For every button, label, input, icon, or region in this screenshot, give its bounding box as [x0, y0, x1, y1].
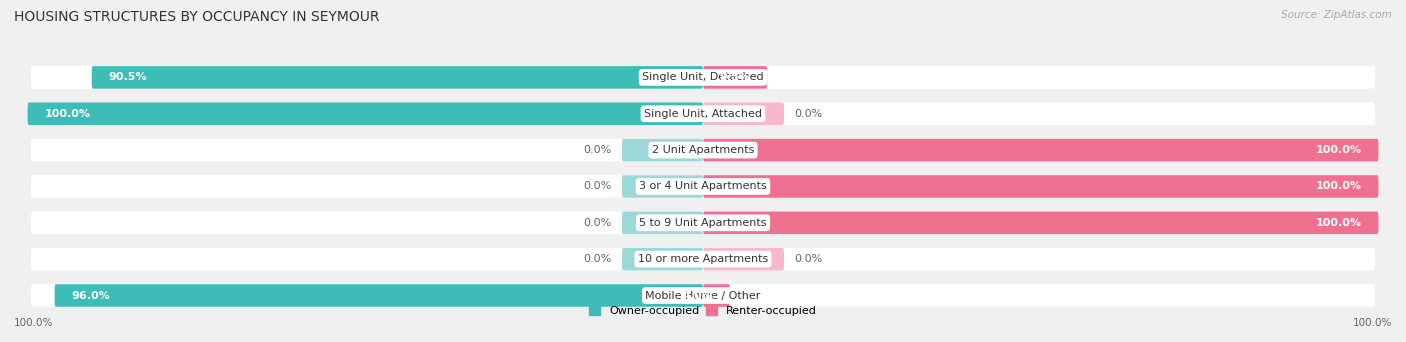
FancyBboxPatch shape — [703, 248, 785, 271]
Text: 100.0%: 100.0% — [14, 318, 53, 328]
Text: Mobile Home / Other: Mobile Home / Other — [645, 290, 761, 301]
Text: 2 Unit Apartments: 2 Unit Apartments — [652, 145, 754, 155]
Text: 5 to 9 Unit Apartments: 5 to 9 Unit Apartments — [640, 218, 766, 228]
Text: 0.0%: 0.0% — [794, 254, 823, 264]
Text: HOUSING STRUCTURES BY OCCUPANCY IN SEYMOUR: HOUSING STRUCTURES BY OCCUPANCY IN SEYMO… — [14, 10, 380, 24]
Text: 96.0%: 96.0% — [72, 290, 110, 301]
Text: Source: ZipAtlas.com: Source: ZipAtlas.com — [1281, 10, 1392, 20]
FancyBboxPatch shape — [703, 175, 1378, 198]
FancyBboxPatch shape — [31, 212, 1375, 234]
Text: 100.0%: 100.0% — [1316, 145, 1361, 155]
FancyBboxPatch shape — [31, 175, 1375, 198]
Text: 100.0%: 100.0% — [1316, 218, 1361, 228]
Text: 0.0%: 0.0% — [794, 109, 823, 119]
FancyBboxPatch shape — [31, 103, 1375, 125]
FancyBboxPatch shape — [91, 66, 703, 89]
FancyBboxPatch shape — [28, 103, 703, 125]
Text: 100.0%: 100.0% — [45, 109, 90, 119]
Text: 3 or 4 Unit Apartments: 3 or 4 Unit Apartments — [640, 182, 766, 192]
FancyBboxPatch shape — [55, 284, 703, 307]
FancyBboxPatch shape — [621, 212, 703, 234]
Text: 90.5%: 90.5% — [108, 73, 148, 82]
FancyBboxPatch shape — [703, 103, 785, 125]
FancyBboxPatch shape — [703, 212, 1378, 234]
FancyBboxPatch shape — [621, 175, 703, 198]
FancyBboxPatch shape — [703, 66, 768, 89]
FancyBboxPatch shape — [621, 248, 703, 271]
Text: 10 or more Apartments: 10 or more Apartments — [638, 254, 768, 264]
Text: 0.0%: 0.0% — [583, 254, 612, 264]
Text: Single Unit, Attached: Single Unit, Attached — [644, 109, 762, 119]
Text: 4.0%: 4.0% — [682, 290, 713, 301]
Text: 100.0%: 100.0% — [1353, 318, 1392, 328]
FancyBboxPatch shape — [31, 248, 1375, 271]
Text: 0.0%: 0.0% — [583, 145, 612, 155]
Text: 9.5%: 9.5% — [720, 73, 751, 82]
Legend: Owner-occupied, Renter-occupied: Owner-occupied, Renter-occupied — [589, 306, 817, 316]
Text: Single Unit, Detached: Single Unit, Detached — [643, 73, 763, 82]
Text: 0.0%: 0.0% — [583, 218, 612, 228]
FancyBboxPatch shape — [31, 284, 1375, 307]
FancyBboxPatch shape — [621, 139, 703, 161]
FancyBboxPatch shape — [703, 139, 1378, 161]
FancyBboxPatch shape — [31, 66, 1375, 89]
Text: 0.0%: 0.0% — [583, 182, 612, 192]
FancyBboxPatch shape — [703, 284, 730, 307]
Text: 100.0%: 100.0% — [1316, 182, 1361, 192]
FancyBboxPatch shape — [31, 139, 1375, 161]
